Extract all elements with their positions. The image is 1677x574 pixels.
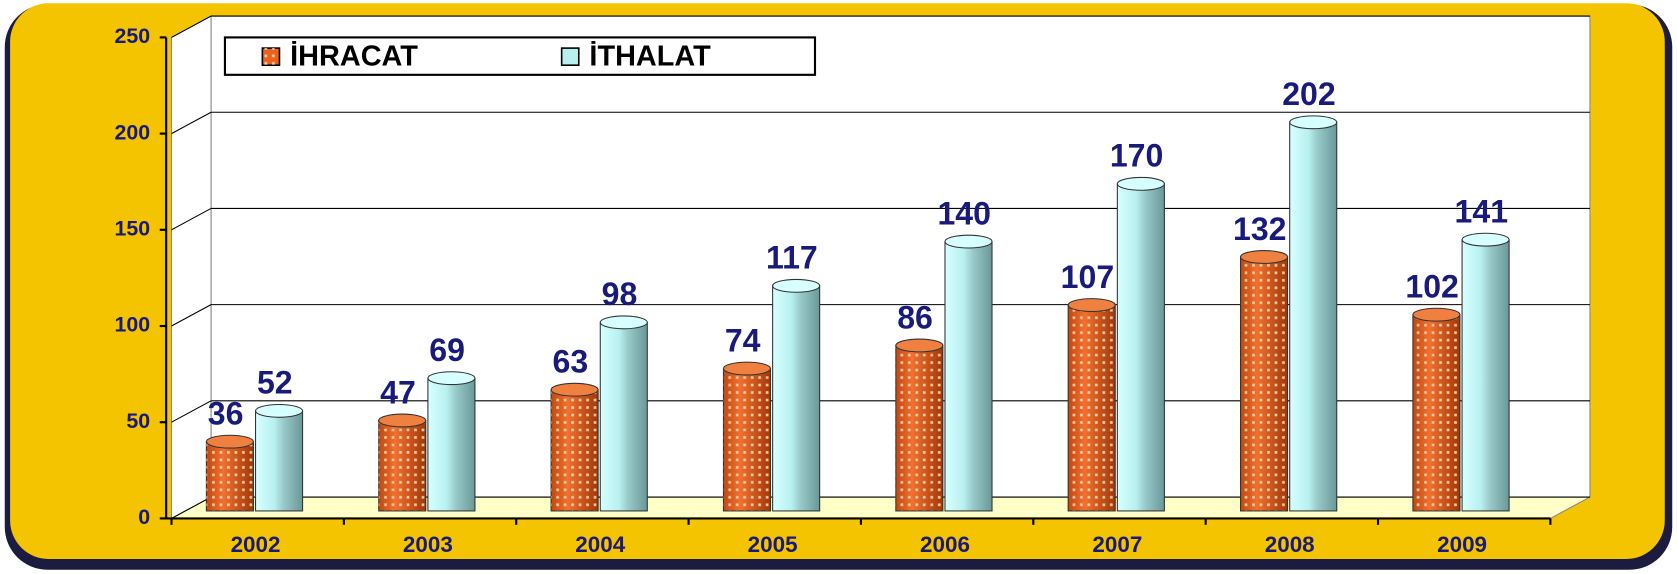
bar	[1116, 183, 1165, 512]
grid-line	[171, 207, 212, 231]
data-label: 52	[257, 365, 293, 401]
y-tick-label: 0	[138, 505, 150, 529]
y-tick-label: 250	[114, 24, 150, 48]
legend-swatch-pattern	[262, 48, 280, 66]
bar-pattern	[723, 368, 771, 511]
bar	[1289, 121, 1338, 512]
y-tick-label: 50	[126, 409, 150, 433]
side-wall	[170, 15, 212, 520]
bar-top	[1240, 250, 1289, 264]
bar-pattern	[1068, 305, 1116, 511]
x-tick-label: 2006	[920, 532, 970, 557]
legend: İHRACAT İTHALAT	[223, 36, 817, 76]
y-tick-label: 200	[114, 120, 150, 144]
data-label: 47	[380, 374, 416, 410]
legend-box	[223, 36, 817, 76]
bar-top	[205, 434, 254, 449]
data-label: 69	[429, 332, 465, 368]
data-label: 63	[553, 344, 589, 380]
grid-line	[171, 111, 212, 135]
data-label: 132	[1233, 211, 1286, 247]
data-label: 86	[897, 299, 933, 335]
bar-top	[772, 278, 821, 293]
x-tick-label: 2009	[1437, 532, 1487, 557]
bar-pattern	[551, 389, 599, 511]
data-label: 74	[725, 322, 761, 358]
x-tick-label: 2004	[575, 532, 625, 557]
bar	[255, 410, 304, 512]
bar-top	[550, 382, 599, 397]
grid-line	[171, 304, 212, 327]
bar-top	[1412, 307, 1461, 322]
data-label: 141	[1455, 193, 1508, 229]
legend-label: İTHALAT	[589, 39, 711, 72]
data-label: 107	[1061, 259, 1114, 295]
bar-top	[895, 338, 944, 353]
legend-label: İHRACAT	[290, 39, 418, 72]
bar	[427, 377, 476, 512]
x-tick-label: 2005	[748, 532, 798, 557]
data-label: 98	[602, 276, 638, 312]
bar-top	[1067, 298, 1116, 313]
data-label: 102	[1405, 268, 1458, 304]
data-label: 36	[208, 395, 244, 431]
y-tick-label: 150	[114, 216, 150, 240]
bar-top	[1289, 115, 1338, 130]
grid-line	[171, 15, 212, 38]
bar-top	[427, 371, 476, 386]
bar	[599, 321, 648, 512]
bar-top	[944, 234, 993, 249]
data-label: 202	[1282, 76, 1335, 112]
x-tick-label: 2003	[403, 532, 453, 557]
grid-line	[171, 400, 212, 423]
bar-pattern	[1240, 256, 1288, 511]
y-tick-label: 100	[114, 313, 150, 337]
bar-top	[1461, 232, 1510, 247]
data-label: 170	[1110, 138, 1163, 174]
x-tick-label: 2008	[1265, 532, 1315, 557]
bar-pattern	[378, 420, 426, 511]
bar	[772, 285, 821, 512]
legend-swatch	[560, 47, 580, 67]
bar-top	[599, 315, 648, 330]
bar-top	[722, 361, 772, 376]
data-label: 140	[937, 195, 990, 231]
data-label: 117	[766, 240, 818, 276]
x-tick-label: 2002	[231, 532, 281, 557]
grid-line	[171, 496, 212, 519]
bar	[1461, 239, 1510, 512]
bar-pattern	[895, 345, 943, 511]
bar-top	[255, 403, 304, 418]
bar-pattern	[1412, 314, 1460, 511]
bar	[944, 241, 993, 512]
x-tick-label: 2007	[1092, 532, 1142, 557]
bar-top	[1116, 176, 1165, 191]
bar-pattern	[206, 441, 254, 511]
bar-top	[378, 413, 427, 428]
